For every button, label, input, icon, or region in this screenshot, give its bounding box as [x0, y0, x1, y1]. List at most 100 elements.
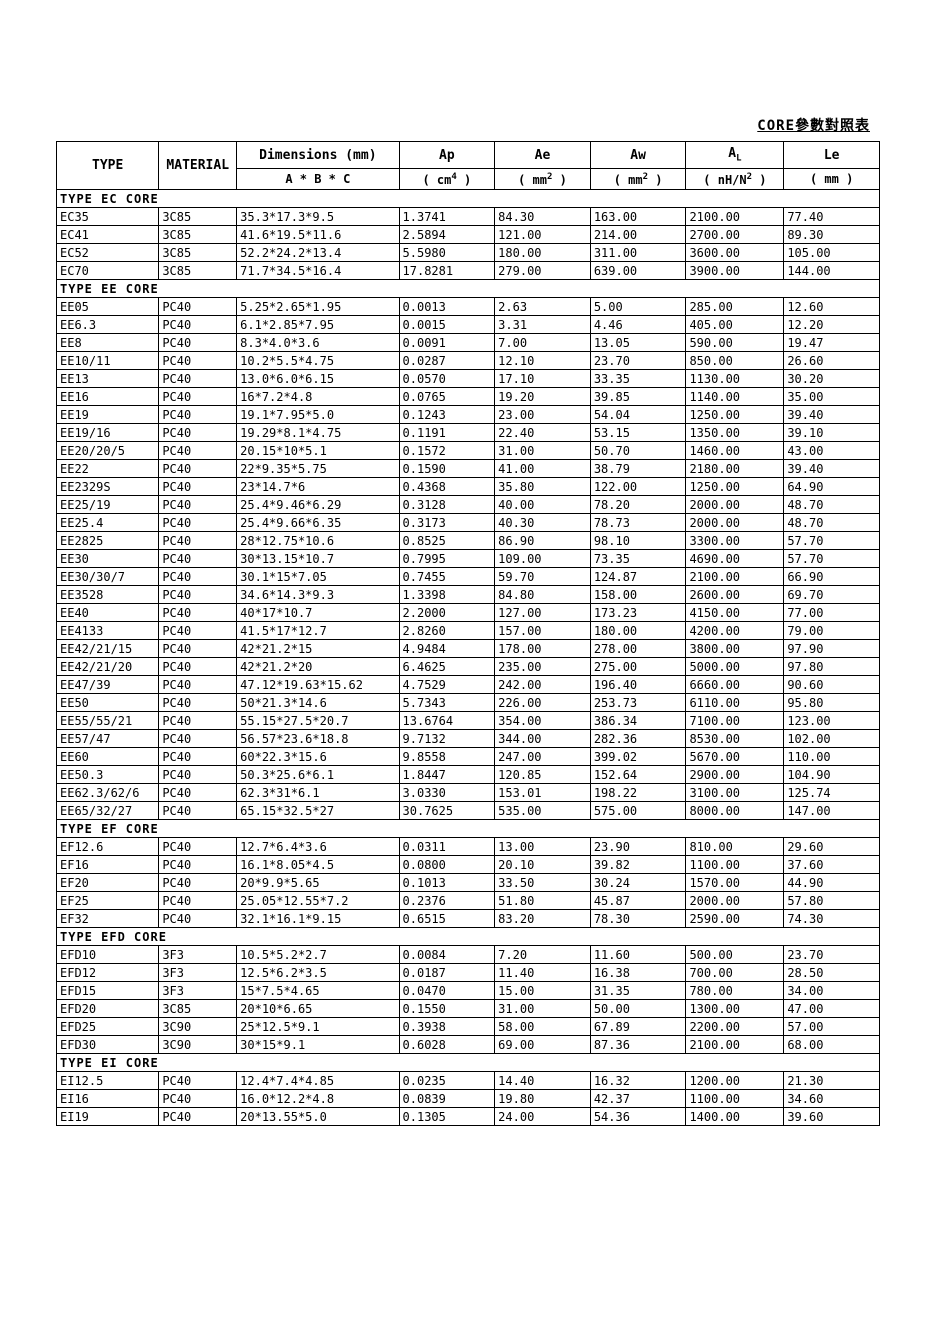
- cell: PC40: [159, 496, 237, 514]
- cell: 21.30: [784, 1072, 880, 1090]
- cell: EE42/21/20: [57, 658, 159, 676]
- cell: EE2825: [57, 532, 159, 550]
- cell: 16.32: [590, 1072, 686, 1090]
- table-row: EE40PC4040*17*10.72.2000127.00173.234150…: [57, 604, 880, 622]
- cell: 4.7529: [399, 676, 495, 694]
- cell: 1350.00: [686, 424, 784, 442]
- cell: 23.00: [495, 406, 591, 424]
- cell: 59.70: [495, 568, 591, 586]
- section-header: TYPE EC CORE: [57, 190, 880, 208]
- table-row: EFD253C9025*12.5*9.10.393858.0067.892200…: [57, 1018, 880, 1036]
- cell: 123.00: [784, 712, 880, 730]
- cell: 39.60: [784, 1108, 880, 1126]
- cell: EE65/32/27: [57, 802, 159, 820]
- core-table: TYPE MATERIAL Dimensions (mm) Ap Ae Aw A…: [56, 141, 880, 1126]
- cell: 386.34: [590, 712, 686, 730]
- cell: PC40: [159, 478, 237, 496]
- table-row: EE19/16PC4019.29*8.1*4.750.119122.4053.1…: [57, 424, 880, 442]
- table-row: EE2329SPC4023*14.7*60.436835.80122.00125…: [57, 478, 880, 496]
- cell: 3C85: [159, 262, 237, 280]
- table-row: EFD203C8520*10*6.650.155031.0050.001300.…: [57, 1000, 880, 1018]
- cell: 2100.00: [686, 208, 784, 226]
- cell: 44.90: [784, 874, 880, 892]
- cell: 0.1572: [399, 442, 495, 460]
- cell: 47.00: [784, 1000, 880, 1018]
- section-header: TYPE EF CORE: [57, 820, 880, 838]
- cell: 78.73: [590, 514, 686, 532]
- cell: 20*13.55*5.0: [237, 1108, 399, 1126]
- cell: 282.36: [590, 730, 686, 748]
- cell: 20*9.9*5.65: [237, 874, 399, 892]
- cell: 405.00: [686, 316, 784, 334]
- cell: 54.36: [590, 1108, 686, 1126]
- cell: PC40: [159, 514, 237, 532]
- cell: 30.20: [784, 370, 880, 388]
- cell: 173.23: [590, 604, 686, 622]
- cell: EE25/19: [57, 496, 159, 514]
- cell: EE50: [57, 694, 159, 712]
- unit-aw: ( mm2 ): [590, 169, 686, 190]
- cell: 31.00: [495, 1000, 591, 1018]
- cell: PC40: [159, 838, 237, 856]
- cell: 10.2*5.5*4.75: [237, 352, 399, 370]
- cell: 3C85: [159, 226, 237, 244]
- cell: 32.1*16.1*9.15: [237, 910, 399, 928]
- cell: 1460.00: [686, 442, 784, 460]
- cell: 40.30: [495, 514, 591, 532]
- cell: 7.00: [495, 334, 591, 352]
- cell: 0.0800: [399, 856, 495, 874]
- cell: 2200.00: [686, 1018, 784, 1036]
- cell: 0.0570: [399, 370, 495, 388]
- cell: PC40: [159, 712, 237, 730]
- cell: 0.1305: [399, 1108, 495, 1126]
- cell: EE62.3/62/6: [57, 784, 159, 802]
- cell: 2180.00: [686, 460, 784, 478]
- table-row: EE25.4PC4025.4*9.66*6.350.317340.3078.73…: [57, 514, 880, 532]
- cell: PC40: [159, 766, 237, 784]
- cell: EE47/39: [57, 676, 159, 694]
- cell: EFD10: [57, 946, 159, 964]
- cell: 0.6028: [399, 1036, 495, 1054]
- cell: 214.00: [590, 226, 686, 244]
- table-row: EFD123F312.5*6.2*3.50.018711.4016.38700.…: [57, 964, 880, 982]
- cell: 780.00: [686, 982, 784, 1000]
- cell: 275.00: [590, 658, 686, 676]
- cell: 16.1*8.05*4.5: [237, 856, 399, 874]
- cell: 0.0287: [399, 352, 495, 370]
- cell: PC40: [159, 388, 237, 406]
- cell: 78.30: [590, 910, 686, 928]
- cell: 0.8525: [399, 532, 495, 550]
- cell: 0.1013: [399, 874, 495, 892]
- cell: EFD30: [57, 1036, 159, 1054]
- cell: 52.2*24.2*13.4: [237, 244, 399, 262]
- cell: EE13: [57, 370, 159, 388]
- cell: 2900.00: [686, 766, 784, 784]
- cell: 79.00: [784, 622, 880, 640]
- cell: 2100.00: [686, 568, 784, 586]
- cell: 5670.00: [686, 748, 784, 766]
- col-type: TYPE: [57, 142, 159, 190]
- cell: 16.0*12.2*4.8: [237, 1090, 399, 1108]
- cell: 3100.00: [686, 784, 784, 802]
- cell: PC40: [159, 784, 237, 802]
- table-row: EE42/21/20PC4042*21.2*206.4625235.00275.…: [57, 658, 880, 676]
- cell: 28*12.75*10.6: [237, 532, 399, 550]
- table-row: EE30PC4030*13.15*10.70.7995109.0073.3546…: [57, 550, 880, 568]
- cell: 39.40: [784, 406, 880, 424]
- cell: 20.15*10*5.1: [237, 442, 399, 460]
- cell: 3C85: [159, 244, 237, 262]
- cell: 344.00: [495, 730, 591, 748]
- cell: PC40: [159, 1108, 237, 1126]
- table-row: EE57/47PC4056.57*23.6*18.89.7132344.0028…: [57, 730, 880, 748]
- cell: 104.90: [784, 766, 880, 784]
- cell: 57.00: [784, 1018, 880, 1036]
- cell: 41.6*19.5*11.6: [237, 226, 399, 244]
- cell: 73.35: [590, 550, 686, 568]
- table-row: EE10/11PC4010.2*5.5*4.750.028712.1023.70…: [57, 352, 880, 370]
- cell: 74.30: [784, 910, 880, 928]
- cell: 1100.00: [686, 856, 784, 874]
- cell: 23.70: [590, 352, 686, 370]
- col-al: AL: [686, 142, 784, 169]
- cell: 25.4*9.46*6.29: [237, 496, 399, 514]
- cell: 8530.00: [686, 730, 784, 748]
